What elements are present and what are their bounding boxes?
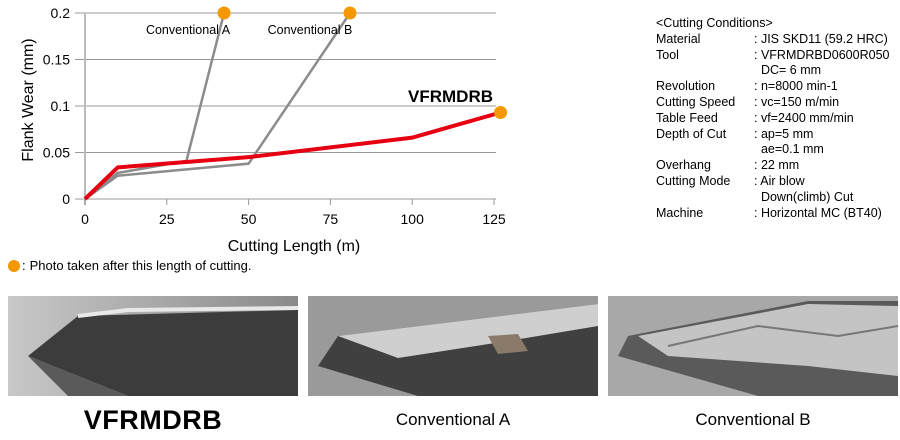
condition-row: Cutting Mode : Air blow bbox=[656, 174, 889, 190]
condition-key: Table Feed bbox=[656, 110, 718, 125]
condition-value: : n=8000 min-1 bbox=[754, 79, 838, 94]
y-axis-label: Flank Wear (mm) bbox=[20, 38, 37, 161]
condition-value: : VFRMDRBD0600R050 bbox=[754, 47, 890, 62]
condition-value: : Air blow bbox=[754, 173, 805, 188]
caption-conventional-a: Conventional A bbox=[395, 410, 511, 429]
condition-row: Material : JIS SKD11 (59.2 HRC) bbox=[656, 32, 889, 48]
y-tick-label: 0.1 bbox=[51, 98, 71, 114]
condition-value: DC= 6 mm bbox=[754, 63, 822, 78]
condition-row: Revolution : n=8000 min-1 bbox=[656, 79, 889, 95]
series-label-conventional-b: Conventional B bbox=[268, 23, 353, 37]
flank-wear-chart: 0 0.05 0.1 0.15 0.2 0 25 50 75 100 125 Cutting Leng… bbox=[20, 5, 508, 255]
condition-value: : vf=2400 mm/min bbox=[754, 110, 854, 125]
series-line-vfrmdrb bbox=[83, 110, 502, 201]
condition-row: ae=0.1 mm bbox=[656, 142, 889, 158]
x-tick-label: 100 bbox=[401, 211, 425, 227]
condition-key: Cutting Speed bbox=[656, 94, 736, 109]
photo-vfrmdrb bbox=[8, 296, 298, 396]
y-tick-label: 0.15 bbox=[43, 52, 70, 68]
condition-row: Depth of Cut : ap=5 mm bbox=[656, 127, 889, 143]
condition-value: : ap=5 mm bbox=[754, 126, 814, 141]
x-tick-label: 25 bbox=[159, 211, 175, 227]
x-tick-label: 125 bbox=[482, 211, 506, 227]
condition-value: ae=0.1 mm bbox=[754, 142, 824, 157]
x-tick-label: 50 bbox=[241, 211, 257, 227]
condition-row: Cutting Speed : vc=150 m/min bbox=[656, 95, 889, 111]
condition-key: Material bbox=[656, 31, 701, 46]
end-marker bbox=[217, 6, 231, 20]
condition-key bbox=[656, 190, 754, 206]
series-label-conventional-a: Conventional A bbox=[146, 23, 231, 37]
condition-value: : Horizontal MC (BT40) bbox=[754, 205, 882, 220]
legend-separator: : bbox=[22, 258, 26, 273]
condition-key bbox=[656, 142, 754, 158]
caption-vfrmdrb: VFRMDRB bbox=[83, 405, 223, 435]
photo-conventional-a bbox=[308, 296, 598, 396]
condition-key: Cutting Mode bbox=[656, 173, 731, 188]
orange-marker-icon bbox=[8, 259, 20, 272]
x-tick-label: 75 bbox=[323, 211, 339, 227]
y-tick-label: 0 bbox=[62, 191, 70, 207]
legend: : Photo taken after this length of cutti… bbox=[8, 258, 252, 273]
condition-value: Down(climb) Cut bbox=[754, 189, 854, 204]
condition-row: Overhang : 22 mm bbox=[656, 158, 889, 174]
condition-value: : JIS SKD11 (59.2 HRC) bbox=[754, 31, 888, 46]
legend-text: Photo taken after this length of cutting… bbox=[29, 258, 252, 273]
y-tick-label: 0.05 bbox=[43, 145, 70, 161]
condition-row: Machine : Horizontal MC (BT40) bbox=[656, 206, 889, 222]
condition-value: : 22 mm bbox=[754, 158, 800, 173]
end-marker bbox=[343, 6, 357, 20]
x-tick-label: 0 bbox=[81, 211, 89, 227]
condition-key: Machine bbox=[656, 205, 704, 220]
series-line-conventional-b bbox=[84, 12, 352, 201]
end-marker bbox=[494, 106, 508, 120]
series-label-vfrmdrb: VFRMDRB bbox=[408, 87, 493, 106]
conditions-title: <Cutting Conditions> bbox=[656, 16, 773, 30]
condition-key: Tool bbox=[656, 47, 679, 62]
condition-row: DC= 6 mm bbox=[656, 63, 889, 79]
condition-key bbox=[656, 63, 754, 79]
condition-row: Down(climb) Cut bbox=[656, 190, 889, 206]
caption-conventional-b: Conventional B bbox=[695, 410, 811, 429]
condition-key: Depth of Cut bbox=[656, 126, 727, 141]
condition-value: : vc=150 m/min bbox=[754, 94, 840, 109]
condition-row: Table Feed : vf=2400 mm/min bbox=[656, 111, 889, 127]
condition-key: Revolution bbox=[656, 79, 716, 94]
y-tick-label: 0.2 bbox=[51, 5, 71, 21]
condition-row: Tool : VFRMDRBD0600R050 bbox=[656, 48, 889, 64]
cutting-conditions: <Cutting Conditions> Material : JIS SKD11… bbox=[656, 16, 889, 221]
x-axis-label: Cutting Length (m) bbox=[228, 238, 361, 255]
photo-conventional-b bbox=[608, 296, 898, 396]
condition-key: Overhang bbox=[656, 158, 711, 173]
